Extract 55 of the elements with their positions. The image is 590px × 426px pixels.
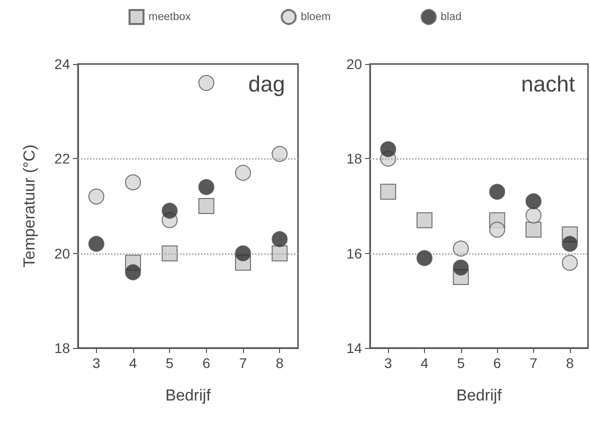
- point: [125, 174, 141, 190]
- x-axis-title: Bedrijf: [456, 388, 502, 404]
- x-tick-label: 8: [276, 355, 284, 371]
- point: [380, 141, 396, 158]
- point: [562, 254, 578, 271]
- x-axis-title: Bedrijf: [165, 388, 212, 404]
- point: [562, 236, 578, 252]
- point: [452, 240, 469, 257]
- chart-title: nacht: [521, 72, 576, 96]
- y-tick-label: 22: [54, 150, 70, 167]
- x-tick-label: 5: [166, 355, 174, 371]
- point: [489, 222, 506, 238]
- point: [272, 231, 288, 248]
- point: [526, 193, 542, 210]
- y-tick-label: 18: [54, 340, 70, 356]
- point: [162, 202, 178, 219]
- x-tick-label: 4: [129, 355, 138, 371]
- x-tick-label: 8: [566, 355, 574, 371]
- legend-label: bloem: [300, 11, 331, 23]
- point: [235, 245, 251, 262]
- y-tick-label: 14: [346, 340, 362, 356]
- x-tick-label: 6: [202, 355, 210, 371]
- point: [198, 179, 214, 196]
- x-tick-label: 6: [493, 355, 502, 371]
- legend-label: meetbox: [148, 11, 192, 23]
- x-tick-label: 7: [530, 355, 538, 371]
- point: [235, 164, 251, 181]
- y-axis-title: Temperatuur (°C): [22, 144, 38, 268]
- x-tick-label: 3: [384, 355, 392, 371]
- legend-label: blad: [440, 11, 462, 23]
- point: [489, 184, 506, 200]
- point: [198, 74, 214, 91]
- x-tick-label: 4: [420, 355, 429, 371]
- point: [162, 245, 178, 262]
- point: [526, 222, 542, 238]
- point: [416, 250, 432, 266]
- chart-title: dag: [248, 72, 286, 96]
- x-tick-label: 5: [456, 355, 465, 371]
- point: [272, 146, 288, 162]
- point: [380, 184, 396, 200]
- y-tick-label: 24: [54, 56, 70, 72]
- point: [88, 188, 104, 205]
- y-tick-label: 18: [346, 150, 362, 167]
- point: [198, 198, 214, 214]
- x-tick-label: 3: [92, 355, 100, 371]
- y-tick-label: 16: [346, 245, 362, 262]
- y-tick-label: 20: [54, 245, 70, 262]
- point: [526, 207, 542, 224]
- point: [416, 212, 432, 228]
- point: [272, 245, 288, 262]
- point: [88, 236, 104, 252]
- point: [125, 264, 141, 280]
- x-tick-label: 7: [239, 355, 248, 371]
- point: [452, 260, 469, 276]
- y-tick-label: 20: [346, 56, 362, 72]
